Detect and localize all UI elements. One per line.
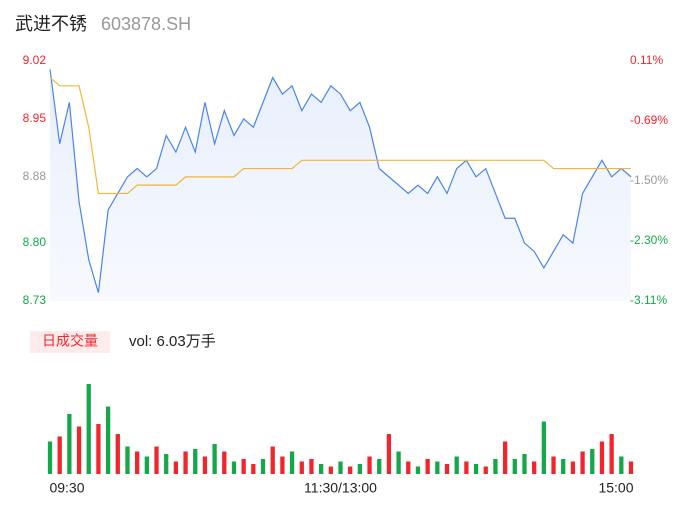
price-line — [49, 69, 632, 293]
y-tick-label: 8.80 — [23, 235, 47, 249]
volume-bar — [260, 459, 266, 474]
stock-code: 603878.SH — [101, 14, 191, 34]
volume-bar — [183, 451, 188, 474]
volume-bar — [541, 421, 546, 474]
volume-bar — [125, 446, 130, 474]
volume-bar — [154, 446, 159, 474]
volume-bar — [144, 456, 149, 474]
volume-bar — [367, 456, 372, 474]
volume-bar — [609, 434, 614, 474]
volume-bar — [105, 406, 111, 474]
volume-bar — [348, 466, 353, 474]
volume-bar — [328, 466, 333, 474]
volume-bar — [270, 446, 275, 474]
volume-total: vol: 6.03万手 — [129, 333, 216, 350]
volume-bar — [164, 454, 169, 474]
volume-bar — [193, 449, 198, 474]
volume-bar — [57, 436, 62, 474]
volume-bar — [377, 459, 382, 474]
volume-bar — [444, 464, 450, 474]
volume-bar — [425, 459, 430, 474]
volume-bar — [522, 454, 527, 474]
volume-bar — [406, 461, 411, 474]
y2-tick-label: -1.50% — [630, 173, 668, 187]
volume-bar — [289, 451, 295, 474]
volume-bar — [599, 441, 605, 474]
volume-bar — [386, 434, 392, 474]
volume-bar — [619, 456, 624, 474]
volume-bar — [473, 464, 479, 474]
volume-bar — [454, 456, 459, 474]
volume-bar — [628, 461, 634, 474]
y2-tick-label: -2.30% — [630, 233, 668, 247]
volume-bar — [464, 461, 469, 474]
volume-bar — [67, 414, 72, 474]
volume-bar — [435, 461, 440, 474]
y2-tick-label: -3.11% — [630, 293, 667, 307]
volume-bar — [551, 456, 556, 474]
x-tick-label: 11:30/13:00 — [304, 480, 377, 496]
volume-bar — [251, 464, 256, 474]
volume-bar — [115, 434, 120, 474]
volume-bar — [76, 426, 82, 474]
volume-bar — [241, 459, 246, 474]
volume-bar — [309, 459, 314, 474]
volume-bar — [222, 451, 227, 474]
volume-bar — [47, 441, 53, 474]
average-line — [49, 77, 631, 195]
volume-bar — [318, 464, 324, 474]
volume-bar — [580, 451, 585, 474]
volume-bar — [231, 461, 237, 474]
x-tick-label: 15:00 — [598, 480, 633, 496]
y-tick-label: 9.02 — [23, 53, 47, 67]
volume-bar — [299, 461, 304, 474]
y-tick-label: 8.73 — [23, 293, 47, 307]
y-tick-label: 8.88 — [23, 169, 47, 183]
y2-tick-label: 0.11% — [630, 53, 663, 67]
volume-bar — [357, 464, 363, 474]
volume-bar — [280, 456, 285, 474]
volume-bar — [212, 444, 217, 474]
volume-bar — [135, 451, 140, 474]
legend-label: 日成交量 — [42, 333, 98, 349]
volume-bar — [493, 459, 498, 474]
volume-bar — [570, 461, 576, 474]
x-tick-label: 09:30 — [49, 480, 84, 496]
y2-tick-label: -0.69% — [630, 113, 668, 127]
volume-bar — [396, 451, 401, 474]
volume-bar — [415, 466, 421, 474]
volume-bar — [502, 441, 508, 474]
volume-bar — [532, 461, 537, 474]
y-tick-label: 8.95 — [23, 111, 47, 125]
volume-bar — [96, 424, 101, 474]
volume-bar — [512, 459, 517, 474]
volume-bar — [202, 456, 208, 474]
volume-bar — [338, 461, 343, 474]
volume-bar — [561, 459, 566, 474]
volume-bar — [173, 461, 179, 474]
volume-bar — [86, 384, 91, 474]
stock-name: 武进不锈 — [15, 14, 87, 34]
volume-bar — [483, 466, 488, 474]
volume-bar — [590, 449, 595, 474]
legend-box — [30, 331, 110, 353]
price-area — [50, 69, 631, 301]
